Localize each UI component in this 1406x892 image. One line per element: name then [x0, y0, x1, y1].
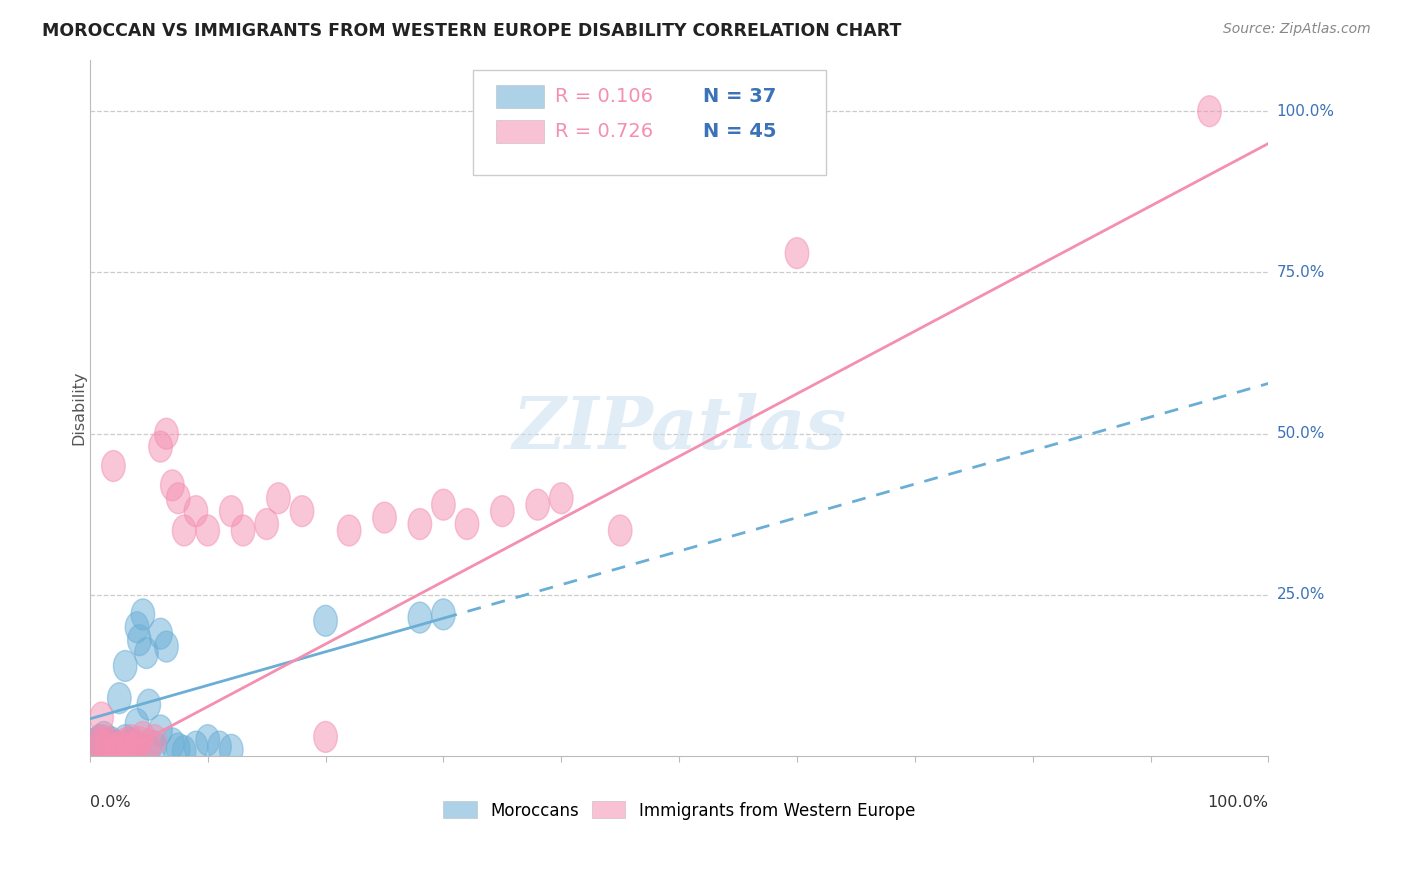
Y-axis label: Disability: Disability [72, 371, 86, 445]
FancyBboxPatch shape [496, 86, 544, 108]
FancyBboxPatch shape [472, 70, 827, 175]
Text: MOROCCAN VS IMMIGRANTS FROM WESTERN EUROPE DISABILITY CORRELATION CHART: MOROCCAN VS IMMIGRANTS FROM WESTERN EURO… [42, 22, 901, 40]
Text: R = 0.106: R = 0.106 [555, 87, 654, 106]
Legend: Moroccans, Immigrants from Western Europe: Moroccans, Immigrants from Western Europ… [439, 797, 920, 824]
Text: Source: ZipAtlas.com: Source: ZipAtlas.com [1223, 22, 1371, 37]
Text: 0.0%: 0.0% [90, 795, 131, 810]
Text: 100.0%: 100.0% [1277, 103, 1334, 119]
Text: N = 37: N = 37 [703, 87, 776, 106]
Text: 100.0%: 100.0% [1208, 795, 1268, 810]
Text: ZIPatlas: ZIPatlas [512, 393, 846, 465]
Text: 25.0%: 25.0% [1277, 588, 1324, 602]
Text: N = 45: N = 45 [703, 122, 776, 141]
FancyBboxPatch shape [496, 120, 544, 144]
Text: R = 0.726: R = 0.726 [555, 122, 654, 141]
Text: 75.0%: 75.0% [1277, 265, 1324, 280]
Text: 50.0%: 50.0% [1277, 426, 1324, 442]
